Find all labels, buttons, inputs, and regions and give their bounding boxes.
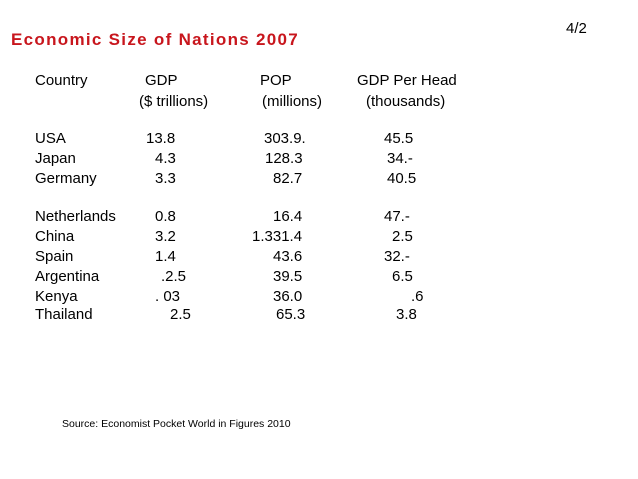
table-row-gdp: .2.5 xyxy=(161,268,187,285)
table-row-gdp: 1.4 xyxy=(155,248,176,265)
slide-number: 4/2 xyxy=(566,20,587,37)
table-row-pop: 303.9. xyxy=(264,130,306,147)
table-row-pop: 16.4 xyxy=(273,208,303,225)
header-country: Country xyxy=(35,72,88,89)
table-row-gdp-per-head: 2.5 xyxy=(392,228,413,245)
table-row-pop: 1.331.4 xyxy=(252,228,303,245)
table-row-gdp-per-head: 34.- xyxy=(387,150,413,167)
table-row-country: Japan xyxy=(35,150,76,167)
table-row-gdp: 2.5 xyxy=(170,306,191,323)
table-row-gdp: 3.2 xyxy=(155,228,176,245)
table-row-gdp-per-head: 47.- xyxy=(384,208,410,225)
table-row-gdp-per-head: 32.- xyxy=(384,248,410,265)
table-row-pop: 39.5 xyxy=(273,268,303,285)
table-row-gdp-per-head: 45.5 xyxy=(384,130,414,147)
table-row-gdp-per-head: 6.5 xyxy=(392,268,413,285)
source-note: Source: Economist Pocket World in Figure… xyxy=(62,418,291,430)
table-row-pop: 43.6 xyxy=(273,248,303,265)
table-row-country: Germany xyxy=(35,170,97,187)
page-title: Economic Size of Nations 2007 xyxy=(11,30,300,49)
header-pop-unit: (millions) xyxy=(262,93,322,110)
table-row-pop: 82.7 xyxy=(273,170,303,187)
table-row-gdp: 0.8 xyxy=(155,208,176,225)
header-gdp-unit: ($ trillions) xyxy=(139,93,209,110)
table-row-gdp: 4.3 xyxy=(155,150,176,167)
table-row-country: Argentina xyxy=(35,268,100,285)
header-pop: POP xyxy=(260,72,292,89)
table-row-pop: 36.0 xyxy=(273,288,303,305)
table-row-gdp-per-head: .6 xyxy=(411,288,424,305)
table-row-country: China xyxy=(35,228,75,245)
table-row-gdp: . 03 xyxy=(155,288,181,305)
table-row-pop: 65.3 xyxy=(276,306,306,323)
table-row-gdp-per-head: 3.8 xyxy=(396,306,417,323)
table-row-country: USA xyxy=(35,130,66,147)
table-row-pop: 128.3 xyxy=(265,150,303,167)
table-row-gdp-per-head: 40.5 xyxy=(387,170,417,187)
table-row-country: Kenya xyxy=(35,288,78,305)
table-row-gdp: 13.8 xyxy=(146,130,176,147)
header-gdp-per-head: GDP Per Head xyxy=(357,72,457,89)
header-gdp: GDP xyxy=(145,72,178,89)
table-row-country: Thailand xyxy=(35,306,93,323)
table-row-country: Netherlands xyxy=(35,208,116,225)
table-row-gdp: 3.3 xyxy=(155,170,176,187)
table-row-country: Spain xyxy=(35,248,74,265)
header-gdp-per-head-unit: (thousands) xyxy=(366,93,446,110)
